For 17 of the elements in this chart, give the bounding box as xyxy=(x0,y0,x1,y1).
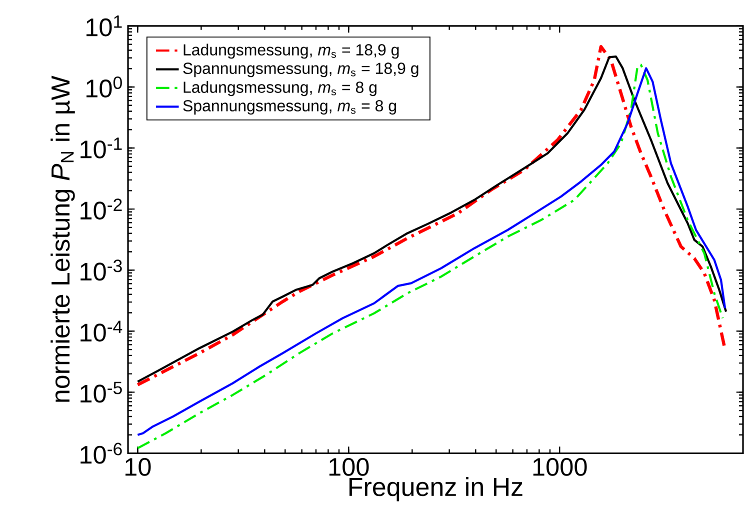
legend-label: Ladungsmessung, m$_{s}$ = 18,9 g xyxy=(184,44,399,59)
x-axis-title: Frequenz in Hz xyxy=(349,477,522,502)
y-axis-title: normierte Leistung P$_{N}$ in µW xyxy=(50,76,75,402)
y-tick-label: 10$^{-2}$ xyxy=(80,198,122,220)
x-tick-label: 100 xyxy=(329,458,369,476)
y-tick-label: 10$^{1}$ xyxy=(86,16,122,36)
legend-label: Ladungsmessung, m$_{s}$ = 8 g xyxy=(184,81,376,96)
y-tick-label: 10$^{-6}$ xyxy=(80,442,122,464)
y-tick-label: 10$^{-4}$ xyxy=(80,320,122,342)
x-tick-label: 10 xyxy=(126,458,151,476)
y-tick-label: 10$^{-5}$ xyxy=(80,382,122,403)
legend-label: Spannungsmessung, m$_{s}$ = 18,9 g xyxy=(183,62,418,78)
y-tick-label: 10$^{0}$ xyxy=(86,76,122,98)
y-tick-label: 10$^{-3}$ xyxy=(80,260,122,281)
legend-label: Spannungsmessung, m$_{s}$ = 8 g xyxy=(183,100,396,115)
y-tick-label: 10$^{-1}$ xyxy=(80,138,122,158)
x-tick-label: 1000 xyxy=(533,458,587,476)
